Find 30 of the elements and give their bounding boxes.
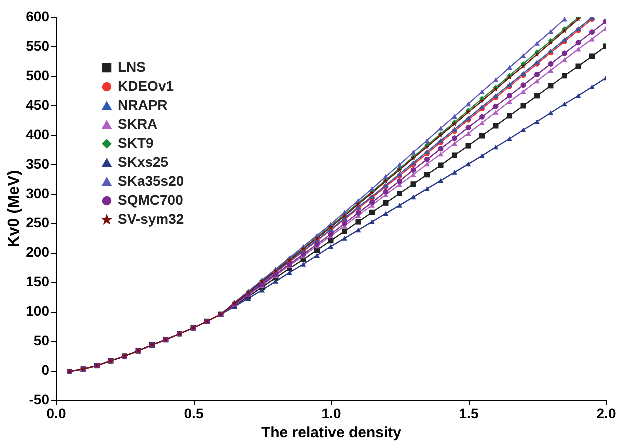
y-tick-label: 150 <box>26 274 50 290</box>
y-tick-label: 500 <box>26 67 50 84</box>
y-tick-label: 0 <box>42 362 50 378</box>
y-axis-title: Kv0 (MeV) <box>6 170 24 248</box>
x-tick-label: 0.5 <box>184 406 204 422</box>
legend-label: SKa35s20 <box>118 173 184 189</box>
y-tick-label: 250 <box>26 214 50 231</box>
x-tick-label: 1.5 <box>459 406 479 422</box>
y-tick-label: 50 <box>34 332 50 349</box>
legend-label: LNS <box>118 59 146 75</box>
legend-label: SKxs25 <box>118 154 169 170</box>
legend-label: KDEOv1 <box>118 78 174 94</box>
y-tick-label: 350 <box>26 156 50 172</box>
legend-label: SQMC700 <box>118 192 184 208</box>
x-tick-label: 0.0 <box>46 406 66 422</box>
y-tick-label: -50 <box>29 392 50 408</box>
y-tick-label: 100 <box>26 303 50 320</box>
legend-label: SV-sym32 <box>118 211 184 227</box>
x-axis-title: The relative density <box>261 424 402 442</box>
x-tick-label: 2.0 <box>596 406 616 422</box>
y-tick-label: 600 <box>26 8 50 24</box>
y-tick-label: 400 <box>26 126 50 142</box>
legend-label: SKT9 <box>118 135 154 151</box>
x-tick-label: 1.0 <box>322 406 342 422</box>
legend-label: NRAPR <box>118 97 168 113</box>
y-tick-label: 300 <box>26 185 50 202</box>
y-tick-label: 450 <box>26 96 50 113</box>
legend-label: SKRA <box>118 116 158 132</box>
y-tick-label: 200 <box>26 244 50 260</box>
y-tick-label: 550 <box>26 38 50 54</box>
